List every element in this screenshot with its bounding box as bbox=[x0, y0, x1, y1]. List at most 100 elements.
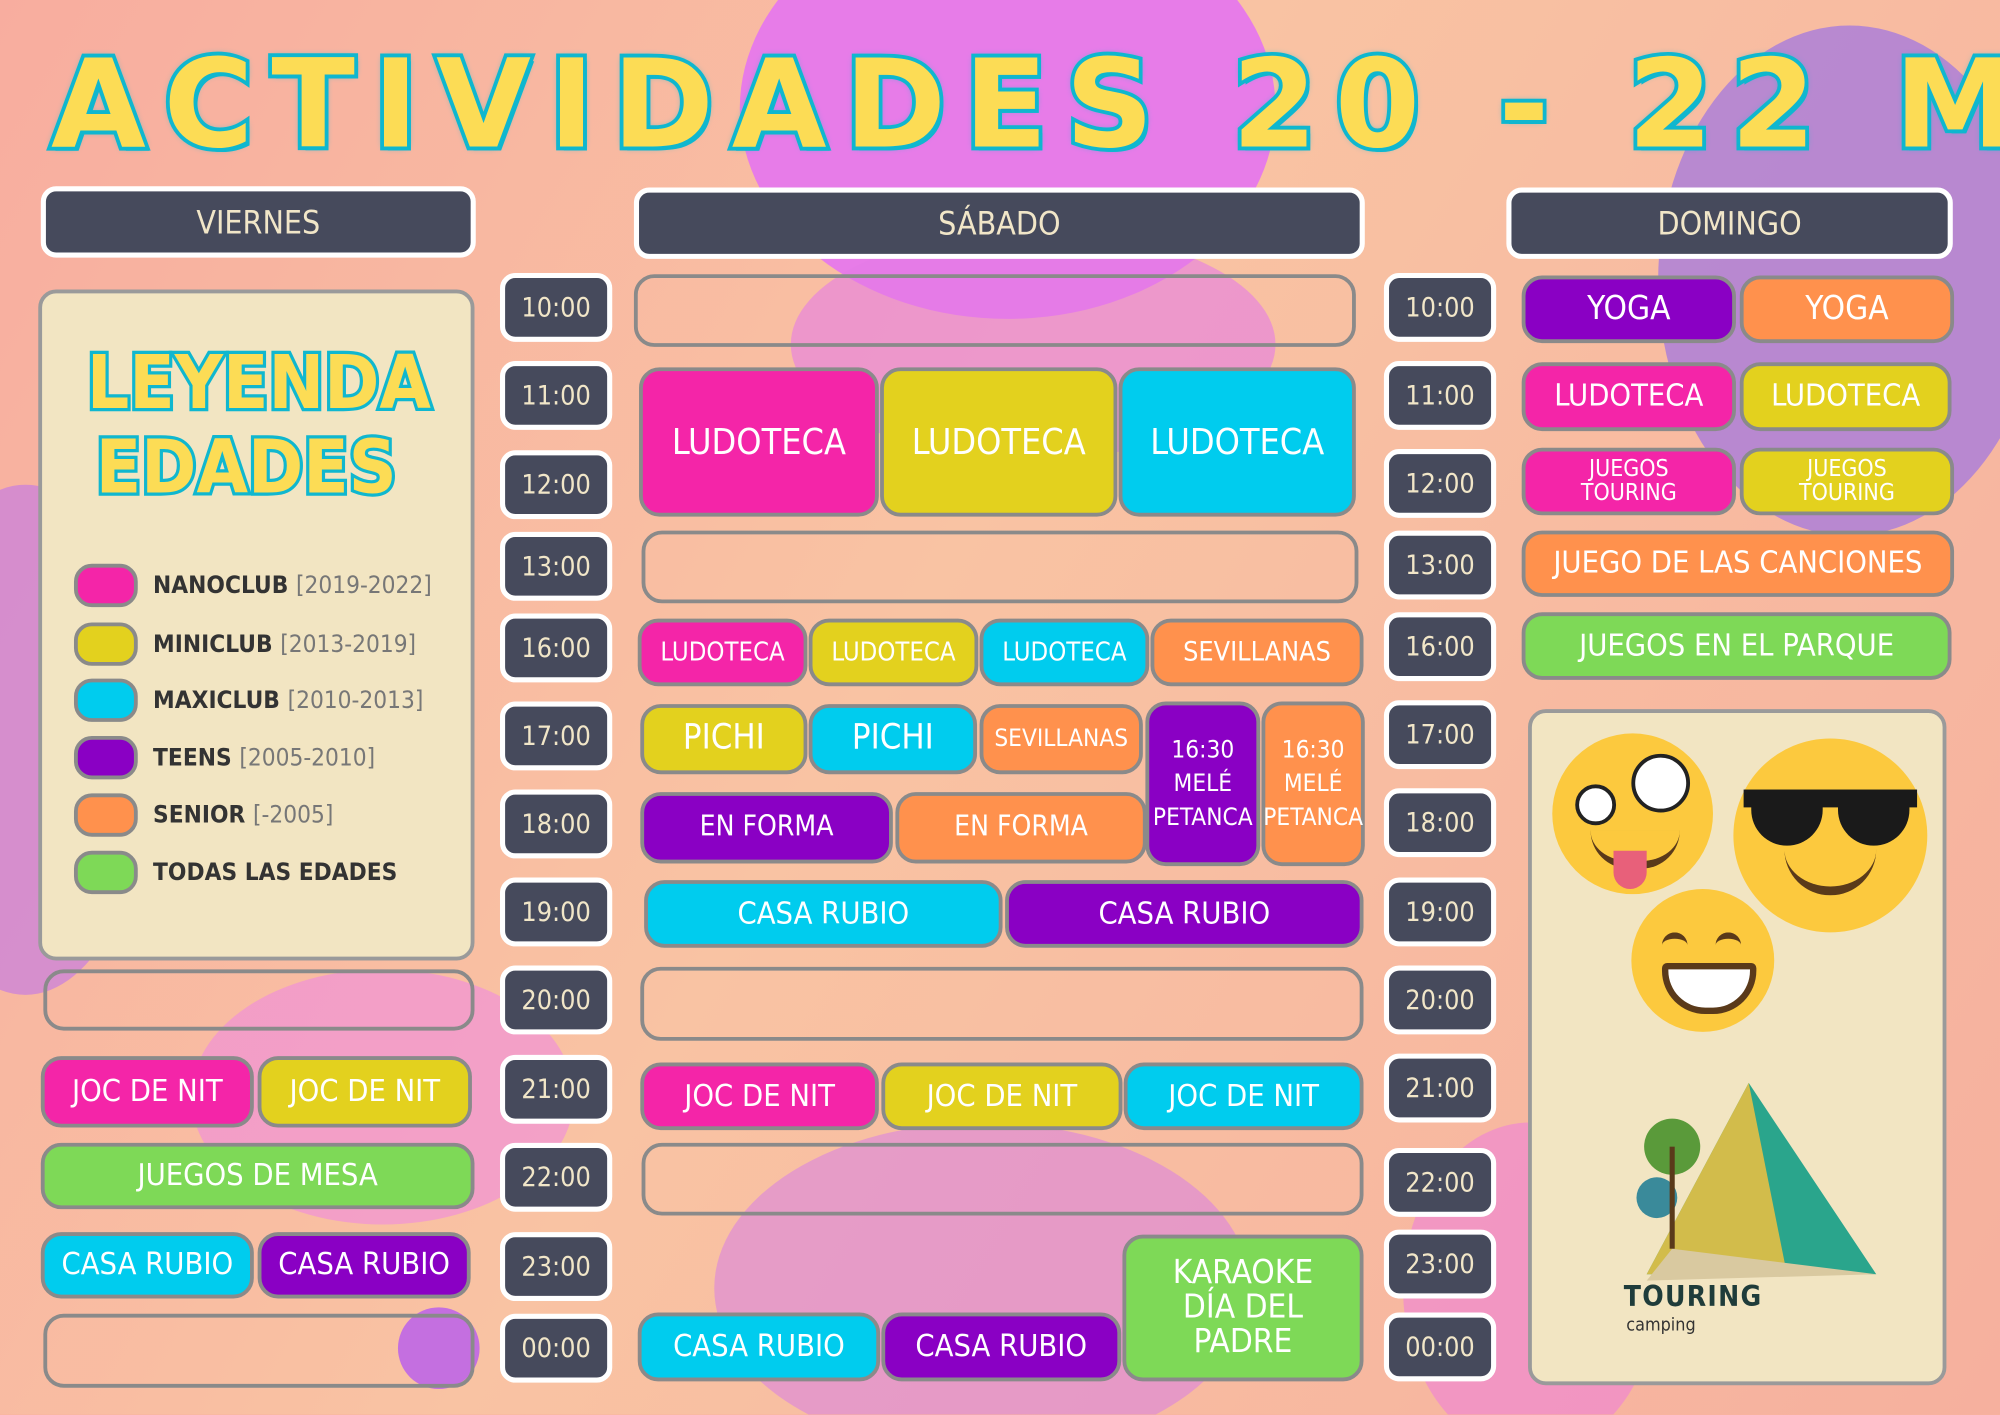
time-slot-right: 11:00 bbox=[1383, 360, 1497, 430]
time-slot-right: 16:00 bbox=[1383, 612, 1497, 682]
activity-casa-rubio-teens[interactable]: CASA RUBIO bbox=[1005, 880, 1364, 948]
time-slot-left: 20:00 bbox=[499, 965, 613, 1035]
time-slot-left: 11:00 bbox=[499, 360, 613, 430]
legend-swatch bbox=[73, 793, 138, 837]
time-slot-right: 18:00 bbox=[1383, 788, 1497, 858]
activity-juegos-touring-nanoclub[interactable]: JUEGOS TOURING bbox=[1521, 447, 1736, 516]
legend-item: NANOCLUB [2019-2022] bbox=[73, 563, 432, 608]
legend-swatch bbox=[73, 850, 138, 895]
activity-casa-rubio-teens[interactable]: CASA RUBIO bbox=[881, 1312, 1122, 1382]
time-slot-right: 00:00 bbox=[1383, 1312, 1497, 1382]
time-slot-left: 18:00 bbox=[499, 789, 613, 859]
legend-item-name: TEENS bbox=[153, 743, 232, 772]
time-slot-left: 00:00 bbox=[499, 1313, 613, 1383]
activity-time: 16:30 bbox=[1281, 735, 1345, 764]
activity-label: KARAOKE bbox=[1172, 1253, 1314, 1292]
activity-ludoteca-miniclub[interactable]: LUDOTECA bbox=[1739, 362, 1952, 432]
activity-mele-petanca-teens[interactable]: 16:30 MELÉ PETANCA bbox=[1145, 701, 1261, 867]
activity-juegos-de-mesa[interactable]: JUEGOS DE MESA bbox=[40, 1142, 475, 1210]
grinning-emoji-icon bbox=[1631, 889, 1775, 1032]
activity-casa-rubio-teens[interactable]: CASA RUBIO bbox=[257, 1232, 471, 1299]
logo-subtitle: camping bbox=[1626, 1315, 1696, 1336]
time-slot-right: 10:00 bbox=[1383, 272, 1497, 342]
time-slot-right: 12:00 bbox=[1383, 448, 1497, 518]
legend-item-name: SENIOR bbox=[153, 801, 246, 830]
activity-juegos-touring-miniclub[interactable]: JUEGOS TOURING bbox=[1739, 447, 1955, 516]
activity-ludoteca-miniclub[interactable]: LUDOTECA bbox=[880, 367, 1118, 517]
legend-item-range: [-2005] bbox=[253, 801, 334, 830]
logo-name: TOURING bbox=[1623, 1281, 1763, 1314]
legend-item-name: MINICLUB bbox=[153, 630, 273, 659]
activity-ludoteca-maxiclub[interactable]: LUDOTECA bbox=[979, 618, 1150, 687]
activity-mele-petanca-senior[interactable]: 16:30 MELÉ PETANCA bbox=[1261, 701, 1365, 867]
activity-yoga-senior[interactable]: YOGA bbox=[1739, 275, 1955, 344]
legend-item-range: [2010-2013] bbox=[287, 686, 424, 715]
activity-juegos-en-el-parque[interactable]: JUEGOS EN EL PARQUE bbox=[1521, 612, 1952, 680]
time-slot-left: 23:00 bbox=[499, 1232, 613, 1302]
activity-label: JUEGOS bbox=[1588, 454, 1669, 482]
time-slot-left: 22:00 bbox=[499, 1142, 613, 1212]
activity-label: PETANCA bbox=[1263, 803, 1363, 832]
legend-item-name: TODAS LAS EDADES bbox=[153, 858, 398, 887]
activity-joc-de-nit-nanoclub[interactable]: JOC DE NIT bbox=[40, 1056, 254, 1128]
empty-slot bbox=[633, 274, 1356, 347]
activity-label: PETANCA bbox=[1152, 803, 1253, 832]
emoji-logo-panel: TOURING camping bbox=[1528, 709, 1947, 1386]
activity-karaoke[interactable]: KARAOKE DÍA DEL PADRE bbox=[1122, 1234, 1364, 1382]
activity-label: DÍA DEL bbox=[1182, 1288, 1304, 1327]
winking-tongue-emoji-icon bbox=[1552, 733, 1713, 895]
legend-swatch bbox=[73, 735, 138, 780]
legend-title: LEYENDA bbox=[84, 339, 434, 427]
activity-juego-de-las-canciones[interactable]: JUEGO DE LAS CANCIONES bbox=[1521, 530, 1955, 597]
day-header-viernes: VIERNES bbox=[40, 186, 476, 258]
legend-item-name: NANOCLUB bbox=[153, 571, 289, 600]
activity-joc-de-nit-maxiclub[interactable]: JOC DE NIT bbox=[1123, 1062, 1364, 1131]
legend-swatch bbox=[73, 678, 138, 722]
empty-slot bbox=[43, 969, 475, 1031]
empty-slot bbox=[641, 1142, 1364, 1216]
activity-joc-de-nit-miniclub[interactable]: JOC DE NIT bbox=[257, 1056, 472, 1128]
legend-swatch bbox=[73, 622, 138, 666]
activity-ludoteca-maxiclub[interactable]: LUDOTECA bbox=[1118, 367, 1356, 517]
time-slot-right: 20:00 bbox=[1383, 965, 1497, 1035]
legend-item-name: MAXICLUB bbox=[153, 686, 280, 715]
activity-yoga-teens[interactable]: YOGA bbox=[1521, 275, 1736, 344]
activity-joc-de-nit-miniclub[interactable]: JOC DE NIT bbox=[881, 1062, 1123, 1131]
sunglasses-emoji-icon bbox=[1733, 738, 1928, 933]
activity-casa-rubio-maxiclub[interactable]: CASA RUBIO bbox=[637, 1312, 881, 1382]
empty-slot bbox=[640, 966, 1364, 1041]
legend-item-range: [2005-2010] bbox=[239, 743, 376, 772]
time-slot-left: 13:00 bbox=[499, 531, 613, 601]
activity-label: MELÉ bbox=[1173, 769, 1233, 798]
activity-ludoteca-nanoclub[interactable]: LUDOTECA bbox=[1521, 362, 1736, 432]
activity-en-forma-senior[interactable]: EN FORMA bbox=[895, 792, 1147, 864]
empty-slot bbox=[641, 530, 1359, 604]
activity-pichi-miniclub[interactable]: PICHI bbox=[640, 704, 808, 775]
legend-swatch bbox=[73, 563, 138, 608]
time-slot-right: 22:00 bbox=[1383, 1147, 1497, 1217]
activity-casa-rubio-maxiclub[interactable]: CASA RUBIO bbox=[644, 880, 1003, 948]
legend-item: SENIOR [-2005] bbox=[73, 793, 334, 837]
activity-ludoteca-miniclub[interactable]: LUDOTECA bbox=[808, 618, 979, 687]
activity-ludoteca-nanoclub[interactable]: LUDOTECA bbox=[637, 618, 808, 687]
time-slot-right: 21:00 bbox=[1383, 1053, 1497, 1123]
activity-ludoteca-nanoclub[interactable]: LUDOTECA bbox=[639, 367, 879, 517]
activity-pichi-maxiclub[interactable]: PICHI bbox=[808, 704, 978, 775]
activity-sevillanas[interactable]: SEVILLANAS bbox=[979, 704, 1143, 775]
activity-label: TOURING bbox=[1580, 478, 1677, 506]
time-slot-left: 21:00 bbox=[499, 1054, 613, 1124]
legend-item: TEENS [2005-2010] bbox=[73, 735, 376, 780]
touring-logo-icon bbox=[1636, 1082, 1877, 1281]
activity-joc-de-nit-nanoclub[interactable]: JOC DE NIT bbox=[640, 1062, 879, 1131]
time-slot-left: 17:00 bbox=[499, 701, 613, 771]
activity-label: MELÉ bbox=[1283, 769, 1343, 798]
activity-casa-rubio-maxiclub[interactable]: CASA RUBIO bbox=[40, 1232, 254, 1299]
activity-en-forma-teens[interactable]: EN FORMA bbox=[640, 792, 893, 864]
activity-sevillanas[interactable]: SEVILLANAS bbox=[1150, 618, 1364, 687]
activity-label: JUEGOS bbox=[1807, 454, 1887, 482]
empty-slot bbox=[43, 1313, 475, 1388]
time-slot-left: 16:00 bbox=[499, 613, 613, 683]
legend-item: MAXICLUB [2010-2013] bbox=[73, 678, 424, 722]
time-slot-left: 10:00 bbox=[499, 272, 613, 342]
legend-subtitle: EDADES bbox=[93, 423, 400, 511]
